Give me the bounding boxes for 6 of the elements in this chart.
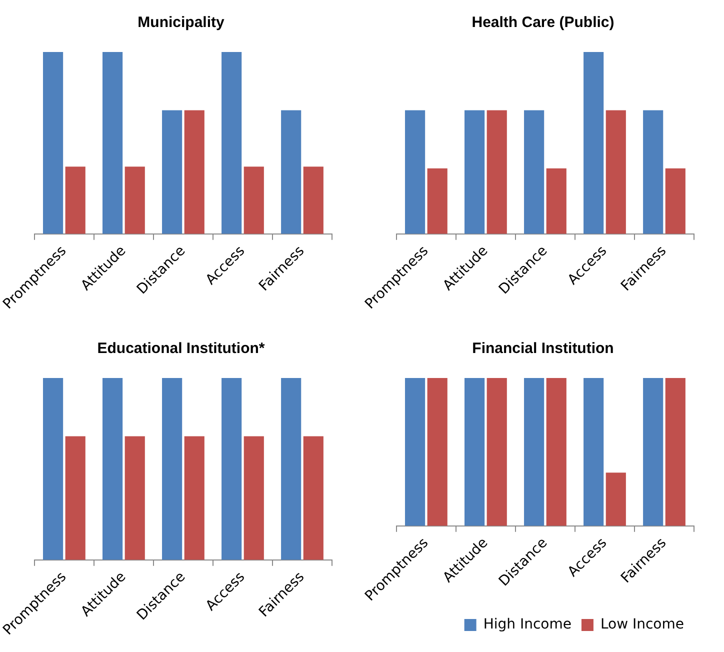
legend-label: Low Income: [600, 616, 684, 633]
chart-title: Municipality: [138, 14, 225, 32]
legend-label: High Income: [483, 616, 572, 633]
chart-title: Educational Institution*: [97, 340, 265, 358]
chart-title: Health Care (Public): [472, 14, 614, 32]
chart-title: Financial Institution: [472, 340, 614, 358]
